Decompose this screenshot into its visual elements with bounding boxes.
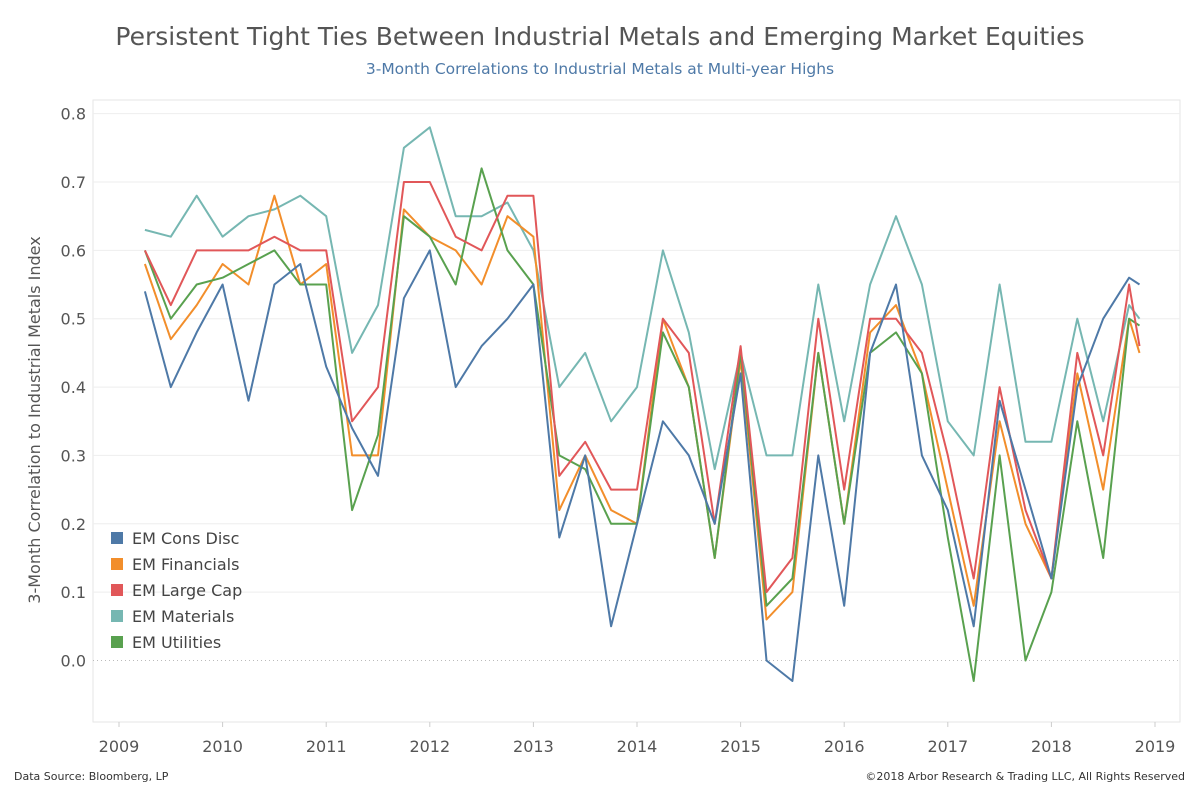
series-line-em-materials — [144, 126, 1141, 471]
y-tick-label: 0.2 — [61, 515, 86, 534]
y-tick-label: 0.4 — [61, 378, 86, 397]
legend-swatch — [111, 610, 123, 622]
x-tick-label: 2017 — [927, 737, 968, 756]
gridlines — [92, 99, 1181, 723]
chart-subtitle: 3-Month Correlations to Industrial Metal… — [365, 60, 835, 78]
x-tick-label: 2013 — [513, 737, 554, 756]
y-tick-label: 0.5 — [61, 310, 86, 329]
plot-area — [143, 126, 1141, 682]
legend-swatch — [111, 636, 123, 648]
legend: EM Cons Disc EM Financials EM Large Cap EM … — [111, 529, 242, 652]
y-tick-label: 0.8 — [61, 105, 86, 124]
y-axis-label: 3-Month Correlation to Industrial Metals… — [25, 236, 44, 603]
series-line-em-financials — [143, 194, 1141, 621]
data-source: Data Source: Bloomberg, LP — [14, 770, 169, 783]
x-tick-label: 2018 — [1031, 737, 1072, 756]
x-tick-label: 2019 — [1135, 737, 1176, 756]
series-line-em-large-cap — [143, 181, 1141, 594]
x-tick-label: 2016 — [824, 737, 865, 756]
x-tick-label: 2011 — [306, 737, 347, 756]
x-tick-label: 2014 — [617, 737, 658, 756]
legend-swatch — [111, 584, 123, 596]
y-tick-label: 0.1 — [61, 583, 86, 602]
y-tick-label: 0.0 — [61, 651, 86, 670]
series-line-em-utilities — [143, 167, 1141, 682]
plot-frame — [92, 99, 1181, 723]
x-tick-label: 2009 — [99, 737, 140, 756]
series-line-em-cons-disc — [143, 249, 1141, 682]
x-axis-ticks: 2009 2010 2011 2012 2013 2014 2015 2016 2017 2018… — [99, 722, 1176, 756]
x-tick-label: 2015 — [720, 737, 761, 756]
legend-swatch — [111, 532, 123, 544]
y-axis-ticks: 0.0 0.1 0.2 0.3 0.4 0.5 0.6 0.7 0.8 — [61, 105, 86, 671]
x-tick-label: 2012 — [409, 737, 450, 756]
y-tick-label: 0.3 — [61, 446, 86, 465]
legend-label: EM Utilities — [132, 633, 221, 652]
y-tick-label: 0.7 — [61, 173, 86, 192]
legend-label: EM Cons Disc — [132, 529, 239, 548]
legend-label: EM Large Cap — [132, 581, 242, 600]
legend-swatch — [111, 558, 123, 570]
x-tick-label: 2010 — [202, 737, 243, 756]
y-tick-label: 0.6 — [61, 241, 86, 260]
copyright: ©2018 Arbor Research & Trading LLC, All … — [865, 770, 1185, 783]
legend-label: EM Materials — [132, 607, 234, 626]
legend-label: EM Financials — [132, 555, 239, 574]
chart-title: Persistent Tight Ties Between Industrial… — [115, 22, 1085, 51]
